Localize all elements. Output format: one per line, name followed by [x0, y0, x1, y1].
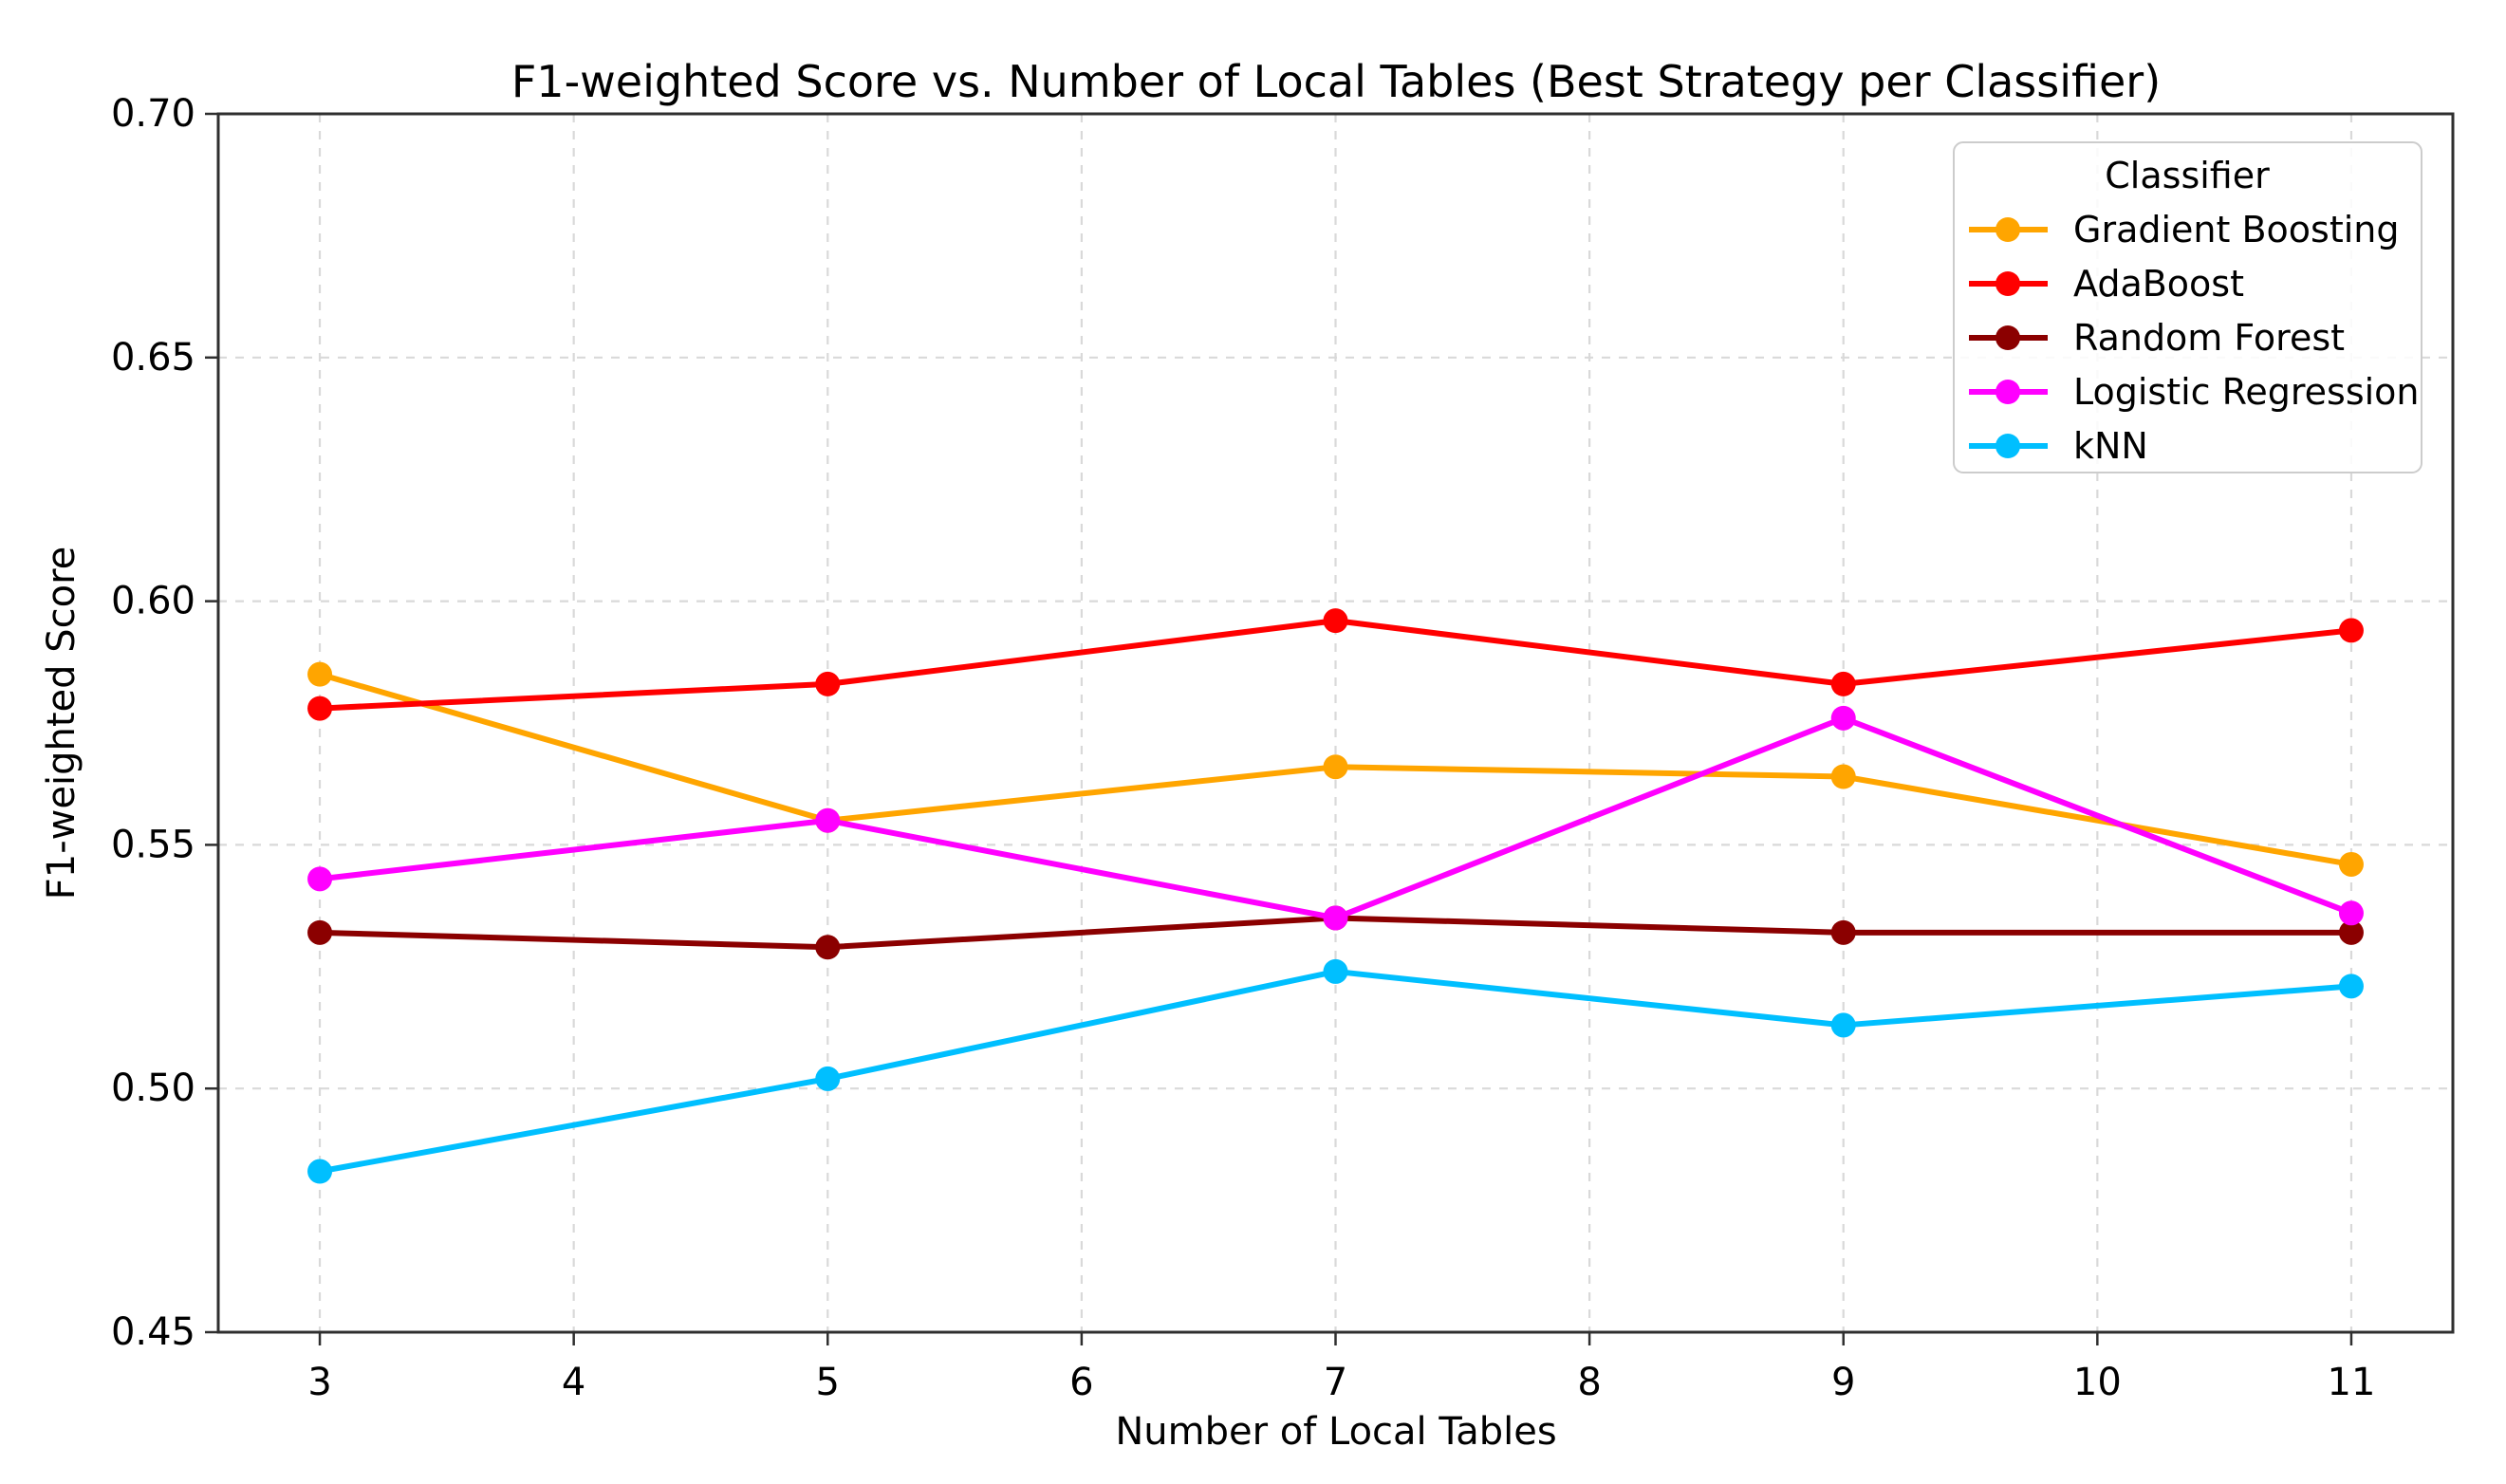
x-tick-label-9: 9 — [1831, 1361, 1855, 1404]
data-point-logistic-regression-x7 — [1323, 905, 1348, 931]
legend-marker-icon — [1996, 271, 2020, 296]
data-point-adaboost-x3 — [307, 696, 333, 721]
legend-marker-icon — [1996, 217, 2020, 242]
legend-label-random-forest: Random Forest — [2073, 317, 2345, 359]
series-adaboost — [307, 608, 2364, 721]
data-point-knn-x3 — [307, 1159, 333, 1184]
legend-row-adaboost: AdaBoost — [1969, 263, 2244, 305]
data-point-gradient-boosting-x3 — [307, 661, 333, 687]
x-tick-label-5: 5 — [816, 1361, 840, 1404]
data-point-gradient-boosting-x7 — [1323, 754, 1348, 780]
legend-row-random-forest: Random Forest — [1969, 317, 2345, 359]
legend-label-gradient-boosting: Gradient Boosting — [2073, 209, 2400, 250]
legend-row-knn: kNN — [1969, 425, 2148, 467]
legend-row-gradient-boosting: Gradient Boosting — [1969, 209, 2400, 250]
legend-marker-icon — [1996, 325, 2020, 350]
data-point-knn-x5 — [815, 1066, 841, 1091]
legend-marker-icon — [1996, 434, 2020, 458]
y-tick-label-0.70: 0.70 — [111, 92, 195, 136]
legend-box — [1953, 141, 2422, 473]
legend-label-logistic-regression: Logistic Regression — [2073, 371, 2420, 413]
x-tick-label-11: 11 — [2328, 1361, 2376, 1404]
y-tick-label-0.45: 0.45 — [111, 1310, 195, 1354]
chart-title: F1-weighted Score vs. Number of Local Ta… — [511, 56, 2161, 107]
data-point-gradient-boosting-x11 — [2338, 851, 2364, 877]
x-tick-label-8: 8 — [1577, 1361, 1601, 1404]
axis-ticks — [205, 112, 2353, 1345]
x-tick-label-10: 10 — [2073, 1361, 2122, 1404]
legend-label-knn: kNN — [2073, 425, 2148, 467]
data-point-gradient-boosting-x9 — [1830, 764, 1856, 789]
data-point-random-forest-x11 — [2338, 919, 2364, 945]
x-tick-label-4: 4 — [562, 1361, 585, 1404]
data-point-logistic-regression-x9 — [1830, 705, 1856, 731]
data-point-logistic-regression-x3 — [307, 866, 333, 892]
data-point-knn-x7 — [1323, 958, 1348, 984]
y-tick-label-0.55: 0.55 — [111, 823, 195, 866]
tick-labels: 0.45 0.50 0.55 0.60 0.65 0.70 3 4 5 6 7 8 9 10 11 — [111, 92, 2375, 1404]
legend-row-logistic-regression: Logistic Regression — [1969, 371, 2420, 413]
data-point-adaboost-x9 — [1830, 671, 1856, 696]
legend: Classifier Gradient Boosting AdaBoost Rand… — [1953, 141, 2422, 473]
x-tick-label-3: 3 — [307, 1361, 331, 1404]
legend-rows: Gradient Boosting AdaBoost Random Forest Lo… — [1969, 209, 2420, 467]
y-tick-label-0.60: 0.60 — [111, 580, 195, 623]
data-point-logistic-regression-x5 — [815, 807, 841, 833]
legend-title: Classifier — [2105, 155, 2270, 196]
y-tick-label-0.50: 0.50 — [111, 1067, 195, 1110]
legend-label-adaboost: AdaBoost — [2073, 263, 2244, 305]
data-point-adaboost-x5 — [815, 671, 841, 696]
data-point-random-forest-x5 — [815, 935, 841, 960]
data-point-knn-x11 — [2338, 974, 2364, 999]
data-point-random-forest-x3 — [307, 919, 333, 945]
data-point-adaboost-x7 — [1323, 608, 1348, 634]
data-point-random-forest-x9 — [1830, 919, 1856, 945]
x-tick-label-6: 6 — [1069, 1361, 1093, 1404]
legend-marker-icon — [1996, 380, 2020, 404]
data-point-adaboost-x11 — [2338, 618, 2364, 643]
data-point-knn-x9 — [1830, 1012, 1856, 1038]
y-tick-label-0.65: 0.65 — [111, 336, 195, 380]
series-logistic-regression — [307, 705, 2364, 931]
y-axis-label: F1-weighted Score — [40, 547, 84, 900]
series-knn — [307, 958, 2364, 1184]
data-series — [307, 608, 2364, 1184]
x-axis-label: Number of Local Tables — [1115, 1410, 1556, 1454]
x-tick-label-7: 7 — [1324, 1361, 1347, 1404]
data-point-logistic-regression-x11 — [2338, 900, 2364, 926]
